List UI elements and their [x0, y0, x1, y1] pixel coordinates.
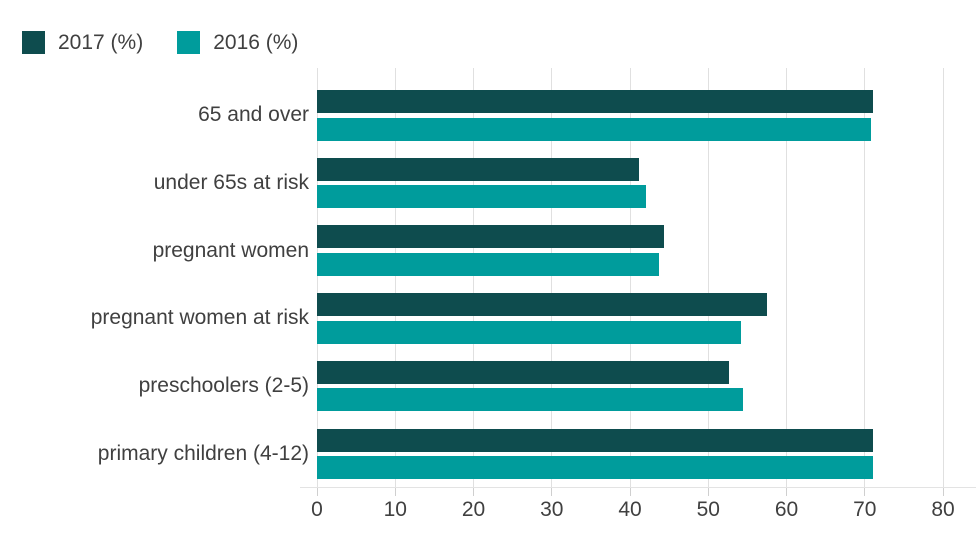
category-label-65-and-over: 65 and over	[198, 103, 309, 127]
bar-2017-under-65s-at-risk	[317, 157, 640, 181]
axis-tick-50	[707, 487, 709, 496]
x-tick-label-10: 10	[383, 498, 407, 521]
category-label-under-65s-at-risk: under 65s at risk	[153, 170, 309, 194]
gridline-x-50	[707, 68, 709, 487]
legend-label-2017: 2017 (%)	[58, 31, 144, 54]
legend-item-2016: 2016 (%)	[177, 31, 298, 54]
legend-swatch-2017-icon	[22, 31, 45, 54]
bar-2016-preschoolers-2-5	[317, 388, 744, 412]
x-tick-label-60: 60	[774, 498, 799, 521]
x-tick-label-20: 20	[461, 498, 486, 521]
category-label-pregnant-women-at-risk: pregnant women at risk	[90, 306, 309, 330]
axis-tick-80	[942, 487, 944, 496]
x-tick-label-70: 70	[853, 498, 877, 521]
x-tick-label-50: 50	[696, 498, 720, 521]
axis-tick-20	[473, 487, 474, 496]
bar-2017-pregnant-women	[317, 225, 664, 249]
plot-area	[316, 68, 944, 496]
legend: 2017 (%) 2016 (%)	[22, 31, 298, 54]
gridline-x-60	[786, 68, 787, 487]
bar-2016-65-and-over	[317, 117, 871, 141]
axis-tick-10	[394, 487, 396, 496]
axis-tick-60	[786, 487, 787, 496]
bar-2017-65-and-over	[317, 90, 873, 113]
x-axis-baseline	[300, 487, 976, 488]
category-label-primary-children-4-12: primary children (4-12)	[97, 441, 309, 465]
gridline-x-40	[629, 68, 631, 487]
axis-tick-70	[864, 487, 866, 496]
legend-label-2016: 2016 (%)	[213, 31, 299, 54]
x-tick-label-30: 30	[540, 498, 564, 521]
bar-2016-primary-children-4-12	[317, 456, 874, 479]
x-tick-label-80: 80	[931, 498, 955, 521]
legend-item-2017: 2017 (%)	[22, 31, 143, 54]
axis-tick-40	[629, 487, 631, 496]
x-tick-label-40: 40	[618, 498, 642, 521]
bar-2017-pregnant-women-at-risk	[317, 293, 767, 317]
gridline-x-0	[316, 68, 318, 487]
bar-2017-preschoolers-2-5	[317, 360, 729, 384]
axis-tick-30	[551, 487, 553, 496]
bar-2017-primary-children-4-12	[317, 428, 873, 452]
bar-2016-under-65s-at-risk	[317, 185, 647, 209]
x-tick-label-0: 0	[311, 498, 323, 521]
gridline-x-80	[942, 68, 944, 487]
gridline-x-20	[473, 68, 474, 487]
gridline-x-30	[551, 68, 553, 487]
axis-tick-0	[316, 487, 318, 496]
bar-2016-pregnant-women	[317, 252, 659, 276]
gridline-x-70	[864, 68, 866, 487]
bar-2016-pregnant-women-at-risk	[317, 320, 742, 344]
gridline-x-10	[394, 68, 396, 487]
category-label-preschoolers-2-5: preschoolers (2-5)	[138, 374, 309, 398]
category-label-pregnant-women: pregnant women	[152, 238, 309, 262]
legend-swatch-2016-icon	[177, 31, 201, 54]
